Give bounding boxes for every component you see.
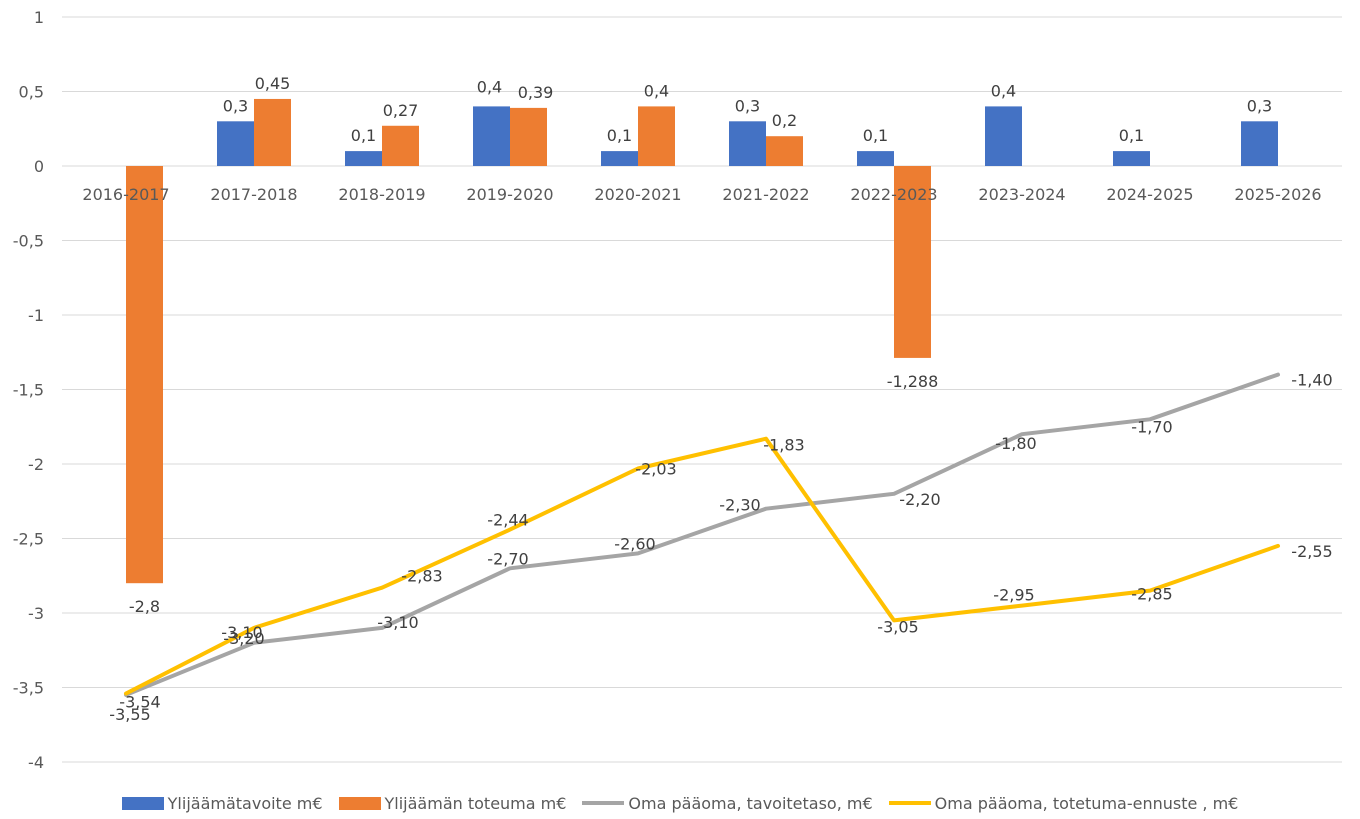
y-tick-label: -2,5 xyxy=(13,530,44,549)
line-data-label: -2,03 xyxy=(635,459,676,478)
line-data-label: -2,20 xyxy=(899,490,940,509)
bar xyxy=(473,106,510,166)
bar-data-label: 0,1 xyxy=(863,126,888,145)
legend-item-line-0: Oma pääoma, tavoitetaso, m€ xyxy=(582,793,873,813)
x-tick-label: 2019-2020 xyxy=(466,185,553,204)
x-tick-label: 2018-2019 xyxy=(338,185,425,204)
y-tick-label: -4 xyxy=(28,753,44,772)
x-tick-label: 2017-2018 xyxy=(210,185,297,204)
line-data-label: -2,44 xyxy=(487,511,528,530)
bar-data-label: -1,288 xyxy=(887,372,939,391)
line-data-label: -3,05 xyxy=(877,617,918,636)
bar xyxy=(254,98,291,166)
bar xyxy=(601,151,638,166)
line-data-label: -2,55 xyxy=(1291,542,1332,561)
bar-data-label: 0,3 xyxy=(223,96,248,115)
x-axis-tick-labels: 2016-2017 2017-2018 2018-2019 2019-2020 2020… xyxy=(82,185,1321,204)
line-series-0 xyxy=(124,372,1280,697)
bar xyxy=(729,121,766,166)
bar-data-label: 0,3 xyxy=(1247,96,1272,115)
y-tick-label: -1 xyxy=(28,306,44,325)
y-tick-label: -0,5 xyxy=(13,232,44,251)
legend-swatch xyxy=(888,801,931,805)
bar xyxy=(382,125,419,166)
y-tick-label: -3 xyxy=(28,604,44,623)
line-data-label: -2,83 xyxy=(401,567,442,586)
bar xyxy=(126,166,163,584)
y-tick-label: -1,5 xyxy=(13,381,44,400)
bar-data-label: 0,39 xyxy=(518,83,554,102)
line-data-label: -3,10 xyxy=(221,623,262,642)
bar xyxy=(857,151,894,166)
line-data-label: -3,10 xyxy=(377,613,418,632)
bar-data-label: 0,4 xyxy=(644,81,669,100)
bar-data-label: 0,4 xyxy=(477,77,502,96)
x-tick-label: 2022-2023 xyxy=(850,185,937,204)
bar xyxy=(345,151,382,166)
legend-swatch xyxy=(121,796,164,810)
line-data-label: -3,54 xyxy=(119,692,160,711)
x-tick-label: 2021-2022 xyxy=(722,185,809,204)
bar xyxy=(510,107,547,166)
line-data-label: -1,80 xyxy=(995,434,1036,453)
bar xyxy=(985,106,1022,166)
y-tick-label: 0 xyxy=(34,157,44,176)
line-data-label: -1,70 xyxy=(1131,417,1172,436)
legend-swatch xyxy=(582,801,625,805)
line-data-label: -2,30 xyxy=(719,496,760,515)
legend-label: Ylijäämätavoite m€ xyxy=(167,793,323,813)
legend-label: Ylijäämän toteuma m€ xyxy=(384,793,567,813)
x-tick-label: 2024-2025 xyxy=(1106,185,1193,204)
chart-area: 10,50-0,5-1-1,5-2-2,5-3-3,5-4 0,30,10,40… xyxy=(13,8,1342,772)
bar-data-label: 0,4 xyxy=(991,81,1016,100)
y-tick-label: 1 xyxy=(34,8,44,27)
legend-label: Oma pääoma, totetuma-ennuste , m€ xyxy=(934,793,1239,813)
y-axis-tick-labels: 1 0,5 0 -0,5 -1 -1,5 -2 -2,5 -3 -3,5 -4 xyxy=(13,8,44,772)
legend-item-line-1: Oma pääoma, totetuma-ennuste , m€ xyxy=(888,793,1239,813)
line-data-label: -2,60 xyxy=(614,534,655,553)
bars: 0,3 0,1 0,4 0,1 0,3 0,1 0,4 0,1 0,3 -2,8 0,45 0,27 0… xyxy=(126,74,1278,616)
bar-data-label: -2,8 xyxy=(129,597,160,616)
line-data-label: -1,83 xyxy=(763,436,804,455)
bar xyxy=(217,121,254,166)
legend-item-bar-0: Ylijäämätavoite m€ xyxy=(121,793,323,813)
bar-data-label: 0,1 xyxy=(1119,126,1144,145)
bar-data-label: 0,1 xyxy=(351,126,376,145)
legend-item-bar-1: Ylijäämän toteuma m€ xyxy=(338,793,567,813)
lines xyxy=(124,372,1280,697)
bar-data-label: 0,45 xyxy=(255,74,291,93)
line-series-1 xyxy=(124,436,1280,696)
line-data-label: -3,55 xyxy=(109,705,150,724)
bar-data-label: 0,27 xyxy=(383,101,419,120)
bar xyxy=(1241,121,1278,166)
line-data-label: -2,85 xyxy=(1131,585,1172,604)
line-data-label: -2,95 xyxy=(993,586,1034,605)
line-data-label: -3,20 xyxy=(223,629,264,648)
y-tick-label: 0,5 xyxy=(19,83,44,102)
x-tick-label: 2020-2021 xyxy=(594,185,681,204)
bar xyxy=(1113,151,1150,166)
legend: Ylijäämätavoite m€ Ylijäämän toteuma m€ … xyxy=(0,790,1360,816)
line-data-label: -1,40 xyxy=(1291,371,1332,390)
x-tick-label: 2016-2017 xyxy=(82,185,169,204)
x-tick-label: 2023-2024 xyxy=(978,185,1065,204)
bar-data-label: 0,2 xyxy=(772,111,797,130)
x-tick-label: 2025-2026 xyxy=(1234,185,1321,204)
bar xyxy=(638,106,675,166)
bar xyxy=(894,166,931,358)
legend-swatch xyxy=(338,796,381,810)
legend-label: Oma pääoma, tavoitetaso, m€ xyxy=(628,793,873,813)
bar-data-label: 0,1 xyxy=(607,126,632,145)
line-data-label: -2,70 xyxy=(487,549,528,568)
y-tick-label: -2 xyxy=(28,455,44,474)
bar-data-label: 0,3 xyxy=(735,96,760,115)
data-labels: -3,55-3,20-3,10-2,70-2,60-2,30 -2,20-1,80… xyxy=(109,371,1332,724)
bar xyxy=(766,136,803,166)
y-tick-label: -3,5 xyxy=(13,679,44,698)
